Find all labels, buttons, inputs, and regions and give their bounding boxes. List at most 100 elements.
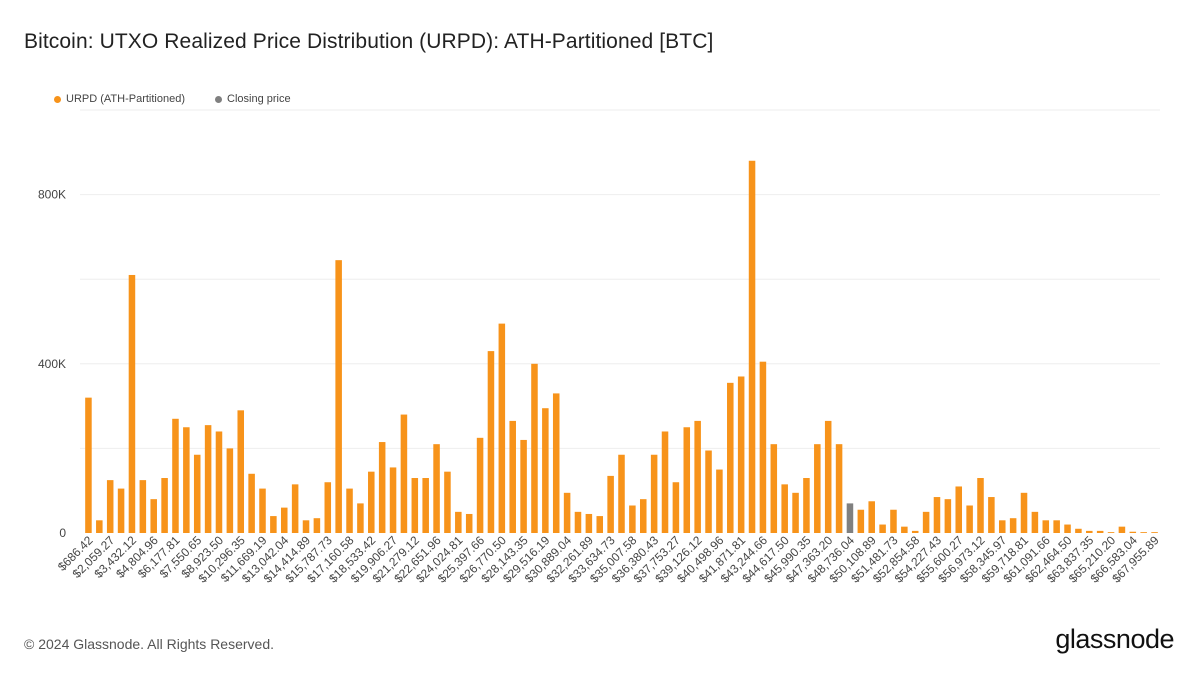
- urpd-bar: [302, 520, 310, 533]
- legend-dot-closing-price: [215, 95, 222, 103]
- legend-label-closing-price: Closing price: [227, 93, 291, 105]
- urpd-bar: [368, 471, 375, 533]
- urpd-bar: [574, 511, 582, 533]
- brand-logo: glassnode: [1055, 624, 1174, 654]
- urpd-bar: [705, 450, 712, 533]
- urpd-bar: [737, 376, 745, 533]
- urpd-bar: [542, 408, 549, 533]
- urpd-bar: [1042, 520, 1050, 533]
- urpd-bar: [1075, 528, 1082, 533]
- urpd-bar: [237, 410, 245, 533]
- urpd-bar: [781, 484, 788, 533]
- copyright-text: © 2024 Glassnode. All Rights Reserved.: [24, 636, 275, 652]
- urpd-bar: [270, 516, 277, 533]
- urpd-bar: [476, 437, 484, 533]
- urpd-bar: [748, 160, 756, 533]
- urpd-bar: [509, 420, 516, 533]
- urpd-bar: [727, 382, 734, 533]
- legend-item-urpd[interactable]: URPD (ATH-Partitioned): [54, 93, 185, 105]
- urpd-bar: [531, 363, 538, 533]
- urpd-bar: [1086, 530, 1093, 533]
- urpd-bar: [183, 427, 190, 533]
- urpd-bar: [922, 511, 930, 533]
- legend-label-urpd: URPD (ATH-Partitioned): [66, 93, 185, 105]
- urpd-bar: [400, 414, 408, 533]
- urpd-bar: [433, 444, 440, 533]
- urpd-bar: [215, 431, 223, 533]
- urpd-bar: [389, 467, 397, 533]
- urpd-bar: [966, 505, 973, 533]
- urpd-bar: [716, 469, 723, 533]
- urpd-bar: [335, 260, 342, 533]
- urpd-bar: [824, 420, 832, 533]
- legend-item-closing-price[interactable]: Closing price: [215, 93, 291, 105]
- urpd-bar: [172, 418, 179, 533]
- urpd-bar: [313, 518, 321, 533]
- closing-price-bar: [846, 503, 854, 533]
- urpd-bar: [465, 513, 473, 533]
- urpd-bar: [618, 454, 625, 533]
- urpd-bar: [1129, 531, 1137, 533]
- urpd-bar: [139, 480, 147, 533]
- urpd-bar: [117, 488, 125, 533]
- urpd-bar: [85, 397, 92, 533]
- urpd-bar: [411, 478, 419, 533]
- urpd-bar: [291, 484, 299, 533]
- urpd-bar: [1009, 518, 1017, 533]
- urpd-bar: [259, 488, 266, 533]
- urpd-bar: [520, 439, 527, 533]
- urpd-bar: [487, 351, 495, 533]
- urpd-bar: [444, 471, 451, 533]
- urpd-bar: [879, 524, 886, 533]
- urpd-bar: [607, 475, 614, 533]
- urpd-bar: [498, 323, 506, 533]
- y-tick-label: 0: [59, 526, 66, 540]
- urpd-bar: [814, 444, 821, 533]
- urpd-bar: [204, 425, 212, 533]
- urpd-bar: [1031, 511, 1039, 533]
- urpd-bar: [988, 497, 995, 533]
- legend: URPD (ATH-Partitioned) Closing price: [54, 93, 291, 105]
- urpd-bar: [455, 511, 462, 533]
- chart-title: Bitcoin: UTXO Realized Price Distributio…: [24, 30, 714, 53]
- urpd-bar: [422, 478, 429, 533]
- urpd-bar: [868, 501, 875, 533]
- urpd-bar: [106, 480, 114, 533]
- urpd-bar: [1064, 524, 1071, 533]
- urpd-bar: [835, 444, 843, 533]
- urpd-bar: [955, 486, 963, 533]
- urpd-bar: [901, 526, 908, 533]
- y-tick-label: 800K: [38, 188, 66, 202]
- urpd-bar: [150, 499, 157, 533]
- urpd-bar: [1096, 530, 1104, 533]
- urpd-bar: [585, 513, 593, 533]
- urpd-bar: [193, 454, 201, 533]
- urpd-bar: [226, 448, 234, 533]
- urpd-bar-chart: 0400K800K$686.42$2,059.27$3,432.12$4,804…: [38, 109, 1162, 586]
- urpd-bar: [563, 492, 571, 533]
- urpd-bar: [650, 454, 658, 533]
- legend-dot-urpd: [54, 95, 61, 103]
- urpd-bar: [1118, 526, 1126, 533]
- urpd-bar: [890, 509, 897, 533]
- urpd-bar: [248, 473, 255, 533]
- urpd-bar: [96, 520, 103, 533]
- y-tick-label: 400K: [38, 357, 66, 371]
- urpd-bar: [857, 509, 865, 533]
- urpd-bar: [661, 431, 669, 533]
- urpd-bar: [280, 507, 288, 533]
- urpd-bar: [346, 488, 353, 533]
- urpd-bar: [694, 420, 701, 533]
- urpd-bar: [944, 499, 952, 533]
- urpd-bar: [672, 482, 680, 533]
- urpd-bar: [1151, 532, 1158, 533]
- urpd-bar: [596, 516, 604, 533]
- urpd-bar: [977, 478, 984, 533]
- urpd-bar: [998, 520, 1006, 533]
- urpd-bar: [1107, 532, 1115, 533]
- urpd-bar: [770, 444, 778, 533]
- urpd-bar: [629, 505, 636, 533]
- urpd-bar: [911, 530, 919, 533]
- urpd-bar: [933, 497, 941, 533]
- urpd-bar: [1140, 532, 1147, 533]
